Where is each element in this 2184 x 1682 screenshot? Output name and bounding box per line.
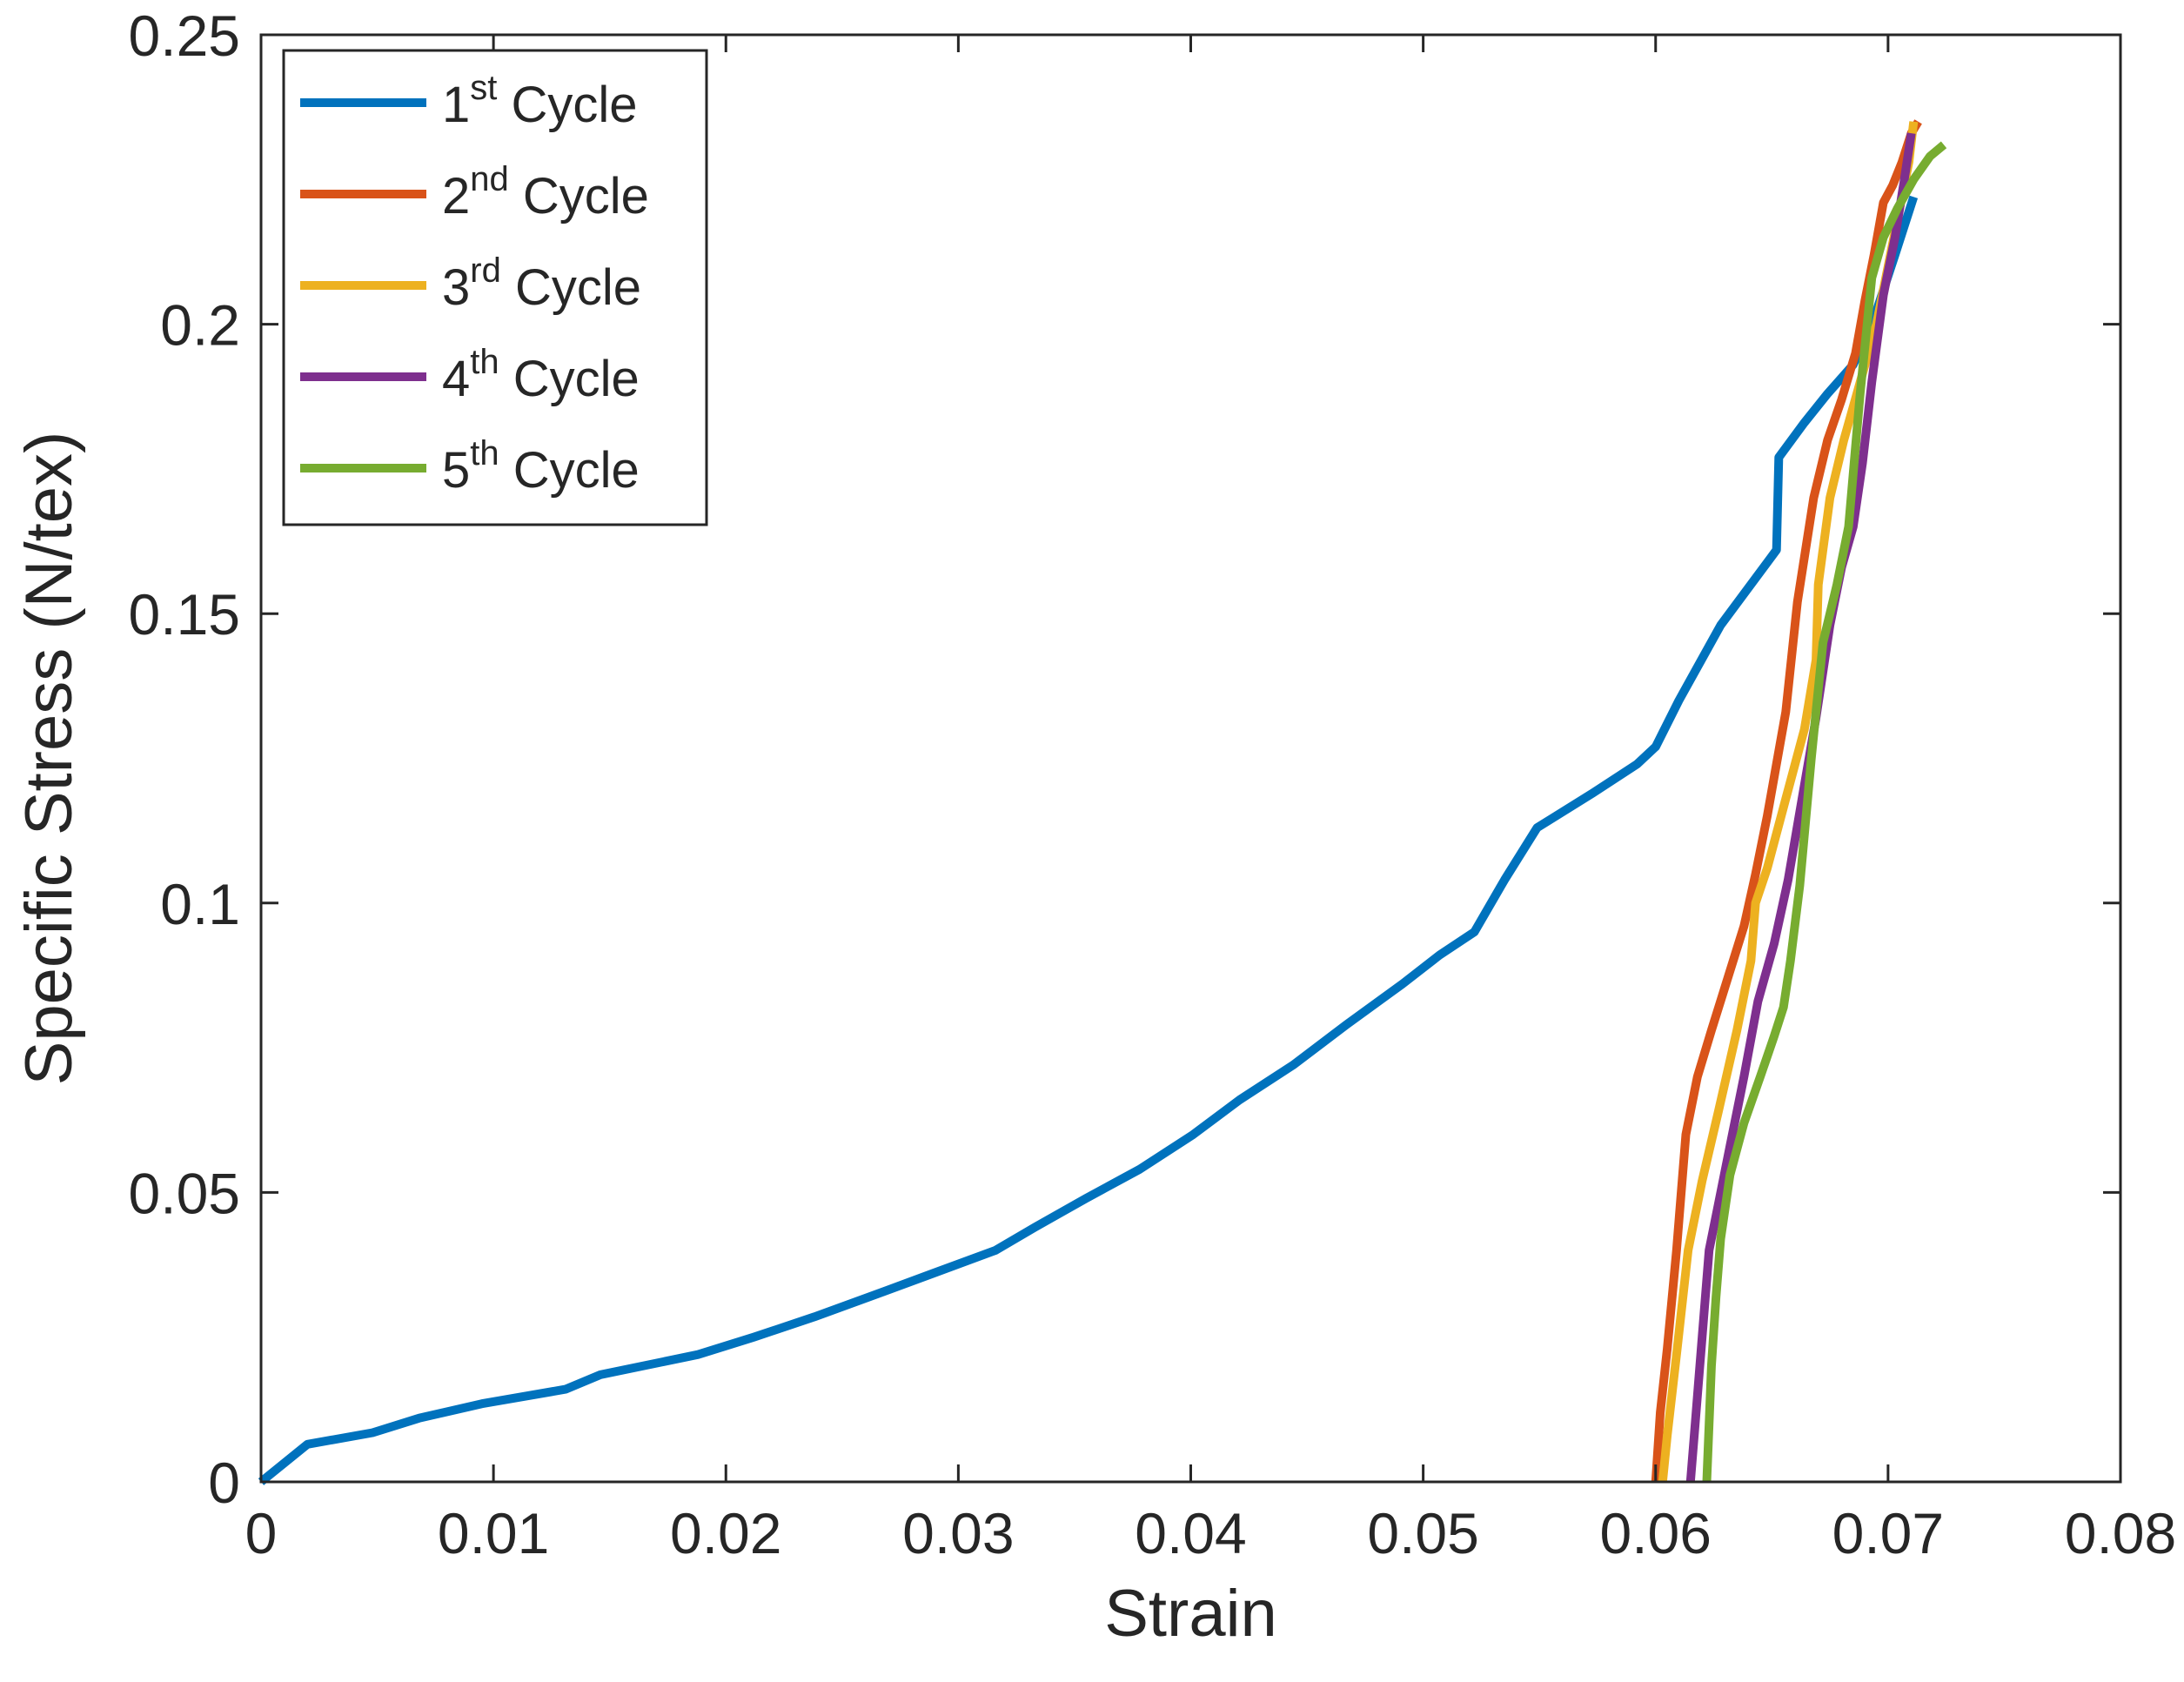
legend-label-5: 5th Cycle xyxy=(442,434,640,499)
legend-label-2: 2nd Cycle xyxy=(442,160,649,224)
x-axis-label: Strain xyxy=(1104,1577,1277,1651)
x-tick-label: 0.02 xyxy=(670,1501,781,1565)
y-tick-label: 0.2 xyxy=(160,293,240,358)
legend-label-main: 2 xyxy=(442,168,470,224)
x-tick-label: 0.05 xyxy=(1367,1501,1478,1565)
x-tick-label: 0.07 xyxy=(1832,1501,1944,1565)
x-tick-label: 0 xyxy=(245,1501,278,1565)
legend-label-3: 3rd Cycle xyxy=(442,251,641,316)
y-tick-label: 0.15 xyxy=(129,582,240,647)
y-tick-label: 0.05 xyxy=(129,1161,240,1225)
series-line-2 xyxy=(1651,119,1922,1483)
legend-label-main: 5 xyxy=(442,442,470,499)
legend-label-main: 1 xyxy=(442,77,470,133)
legend-label-main: 4 xyxy=(442,351,470,407)
legend-label-sup: nd xyxy=(470,160,509,198)
y-tick-label: 0.25 xyxy=(129,3,240,68)
legend-label-tail: Cycle xyxy=(499,442,640,499)
axes: 0 0.01 0.02 0.03 0.04 0.05 0.06 0.07 0.08 0 0.05 0.… xyxy=(12,3,2176,1651)
plot-area xyxy=(258,119,1947,1485)
series-line-5 xyxy=(1702,141,1947,1483)
x-tick-label: 0.03 xyxy=(902,1501,1014,1565)
legend-label-tail: Cycle xyxy=(499,351,640,407)
y-tick-label: 0.1 xyxy=(160,872,240,936)
legend-label-1: 1st Cycle xyxy=(442,69,638,133)
legend-label-tail: Cycle xyxy=(509,168,649,224)
y-axis-label: Specific Stress (N/tex) xyxy=(12,432,86,1086)
x-tick-label: 0.01 xyxy=(438,1501,549,1565)
legend-label-4: 4th Cycle xyxy=(442,343,640,407)
x-tick-label: 0.08 xyxy=(2065,1501,2176,1565)
x-tick-label: 0.06 xyxy=(1600,1501,1712,1565)
legend-label-tail: Cycle xyxy=(497,77,637,133)
legend-label-tail: Cycle xyxy=(501,259,641,316)
series-line-1 xyxy=(258,195,1919,1485)
legend-label-sup: st xyxy=(470,69,497,107)
legend-label-sup: th xyxy=(470,434,499,472)
legend-label-sup: rd xyxy=(470,251,501,290)
legend-label-sup: th xyxy=(470,343,499,381)
x-tick-label: 0.04 xyxy=(1135,1501,1246,1565)
legend-label-main: 3 xyxy=(442,259,470,316)
y-tick-label: 0 xyxy=(208,1451,240,1515)
series-line-4 xyxy=(1685,132,1916,1483)
